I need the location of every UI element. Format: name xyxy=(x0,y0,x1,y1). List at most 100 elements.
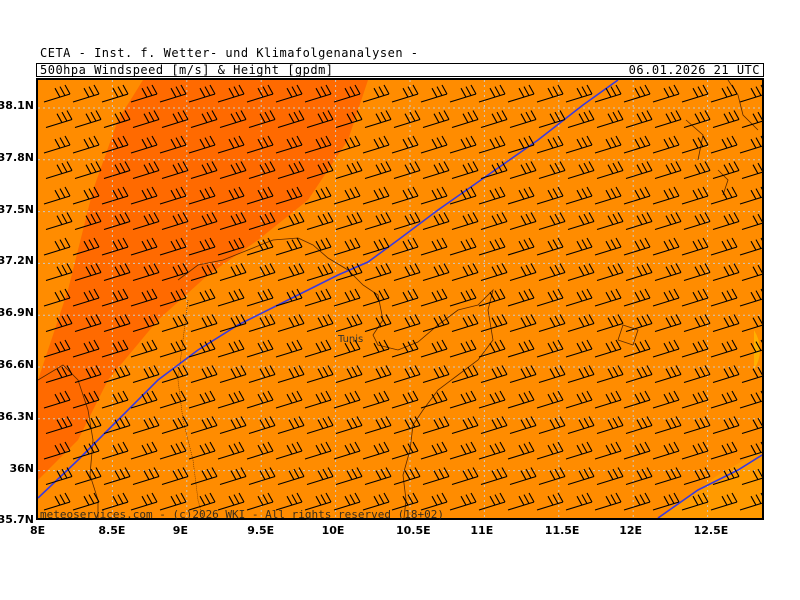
wind-barb xyxy=(507,135,535,154)
wind-barb xyxy=(217,390,245,409)
wind-barb xyxy=(625,161,653,180)
wind-barb xyxy=(538,416,566,435)
wind-barb xyxy=(538,212,566,231)
wind-barb xyxy=(277,212,305,231)
wind-barb xyxy=(567,467,595,486)
wind-barb xyxy=(741,468,762,486)
wind-barb xyxy=(480,365,508,384)
wind-barb xyxy=(478,288,506,307)
wind-barb xyxy=(596,416,624,435)
wind-barb xyxy=(741,315,762,333)
wind-barb xyxy=(132,161,160,180)
wind-barb xyxy=(507,84,535,103)
wind-barb xyxy=(509,161,537,180)
wind-barb xyxy=(565,492,593,511)
wind-barb xyxy=(333,492,361,511)
lat-label: 38.1N xyxy=(0,99,34,112)
wind-barb xyxy=(594,186,622,205)
wind-barb xyxy=(74,416,102,435)
wind-barb xyxy=(248,110,276,129)
wind-barb xyxy=(130,441,158,460)
wind-barb xyxy=(391,339,419,358)
lon-label: 11.5E xyxy=(544,524,580,537)
wind-barb xyxy=(509,110,537,129)
wind-barb xyxy=(246,84,274,103)
wind-barb xyxy=(538,110,566,129)
wind-barb xyxy=(219,161,247,180)
wind-barb xyxy=(45,212,73,231)
wind-barb xyxy=(565,186,593,205)
wind-barb xyxy=(391,135,419,154)
wind-barb xyxy=(335,314,363,333)
wind-barb xyxy=(277,161,305,180)
wind-barb xyxy=(509,467,537,486)
wind-barb xyxy=(741,213,762,231)
wind-barb xyxy=(159,288,187,307)
wind-barb xyxy=(364,212,392,231)
wind-barb xyxy=(739,135,762,154)
wind-barb xyxy=(74,467,102,486)
wind-barb xyxy=(710,84,738,103)
wind-barb xyxy=(509,212,537,231)
jet-core-area xyxy=(38,80,368,480)
wind-barb xyxy=(478,186,506,205)
wind-barb xyxy=(219,314,247,333)
wind-barb xyxy=(304,186,332,205)
product-title: 500hpa_Windspeed_[m/s]_&_Height_[gpdm] xyxy=(40,63,334,77)
wind-barb xyxy=(101,492,129,511)
wind-barb xyxy=(248,314,276,333)
wind-barb xyxy=(449,390,477,409)
wind-barb xyxy=(219,467,247,486)
lon-label: 10E xyxy=(321,524,345,537)
wind-barb xyxy=(480,263,508,282)
wind-barb xyxy=(190,314,218,333)
wind-barb xyxy=(246,339,274,358)
wind-barb xyxy=(130,135,158,154)
wind-barb xyxy=(246,237,274,256)
wind-barb xyxy=(190,365,218,384)
wind-barb xyxy=(567,110,595,129)
lon-label: 12.5E xyxy=(693,524,729,537)
title-bar: 500hpa_Windspeed_[m/s]_&_Height_[gpdm] 0… xyxy=(36,63,764,77)
wind-barb xyxy=(654,467,682,486)
height-isoline-2 xyxy=(657,454,762,518)
wind-barb xyxy=(652,390,680,409)
wind-barb xyxy=(248,212,276,231)
wind-barb xyxy=(451,212,479,231)
wind-barb xyxy=(538,365,566,384)
lat-label: 35.7N xyxy=(0,513,34,527)
wind-barb xyxy=(739,339,762,358)
wind-barb xyxy=(654,263,682,282)
wind-barb xyxy=(451,110,479,129)
wind-barb xyxy=(741,264,762,282)
wind-barb xyxy=(623,390,651,409)
wind-map: Tunis xyxy=(36,78,764,520)
wind-barb xyxy=(132,416,160,435)
wind-barb xyxy=(304,288,332,307)
wind-barb xyxy=(190,110,218,129)
wind-barb xyxy=(306,416,334,435)
wind-barb xyxy=(159,441,187,460)
wind-barb xyxy=(364,161,392,180)
wind-barb xyxy=(507,237,535,256)
wind-barb xyxy=(248,263,276,282)
wind-barb xyxy=(420,339,448,358)
wind-barb xyxy=(420,186,448,205)
wind-barb xyxy=(275,441,303,460)
wind-barb xyxy=(683,110,711,129)
wind-barb xyxy=(161,416,189,435)
wind-barb xyxy=(480,110,508,129)
wind-barb xyxy=(217,441,245,460)
wind-barb xyxy=(304,441,332,460)
wind-barb xyxy=(710,135,738,154)
wind-barb xyxy=(217,492,245,511)
wind-barb xyxy=(623,441,651,460)
wind-barb xyxy=(391,237,419,256)
wind-barb xyxy=(739,237,762,256)
wind-barb xyxy=(391,492,419,511)
wind-barb xyxy=(625,110,653,129)
wind-barb xyxy=(188,441,216,460)
wind-barb xyxy=(391,390,419,409)
wind-barb xyxy=(45,161,73,180)
lon-label: 12E xyxy=(619,524,643,537)
